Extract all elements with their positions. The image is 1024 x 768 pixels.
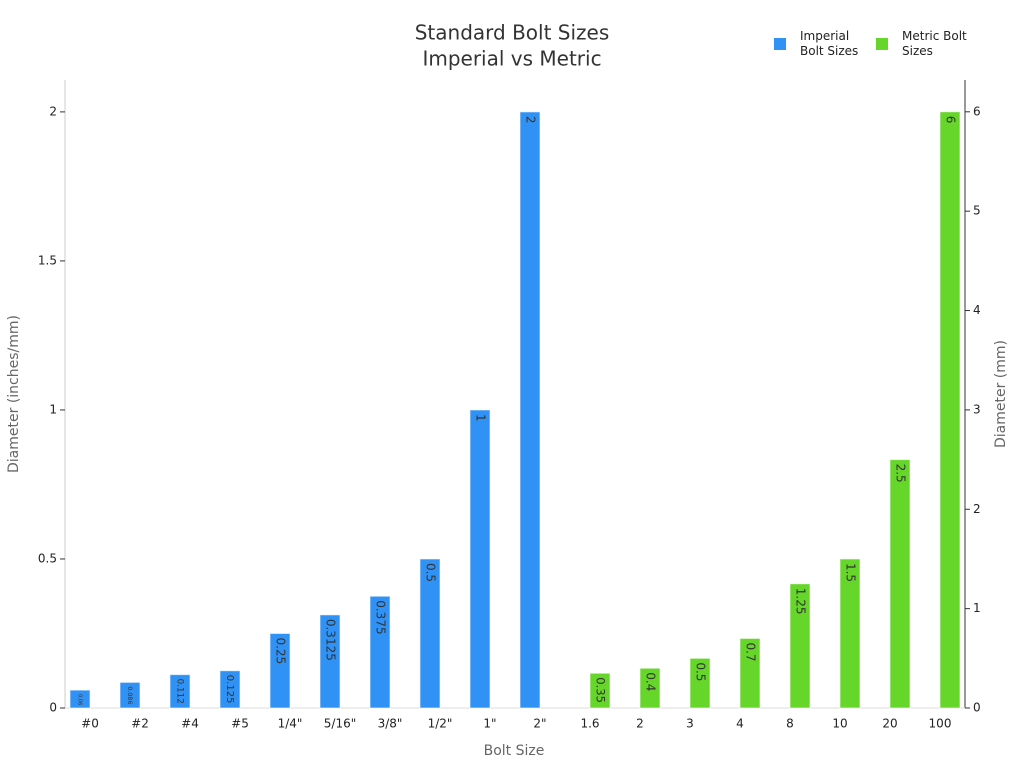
bar (789, 583, 811, 709)
chart-title: Standard Bolt Sizes (415, 21, 610, 45)
x-tick-label: 8 (786, 717, 794, 731)
value-label: 0.125 (224, 675, 235, 704)
bar (739, 637, 761, 709)
value-label: 1.5 (844, 563, 858, 582)
value-label: 0.4 (644, 672, 658, 691)
value-label: 0.25 (274, 637, 288, 664)
bar (469, 409, 491, 709)
bar (69, 689, 91, 709)
bar (589, 672, 611, 709)
bar (889, 459, 911, 709)
y2-tick-label: 4 (973, 303, 981, 317)
bar (319, 614, 341, 709)
x-tick-label: #0 (81, 717, 99, 731)
x-tick-label: 3 (686, 717, 694, 731)
y2-tick-label: 1 (973, 601, 981, 615)
x-tick-label: 2" (533, 717, 546, 731)
value-label: 0.3125 (324, 619, 338, 661)
y-axis-title: Diameter (inches/mm) (6, 315, 22, 473)
bar (119, 681, 141, 709)
legend-swatch (774, 38, 786, 50)
value-label: 0.086 (126, 686, 133, 704)
y2-axis-title: Diameter (mm) (993, 340, 1009, 448)
y-tick-label: 2 (49, 104, 57, 118)
x-tick-label: 1.6 (580, 717, 599, 731)
value-label: 0.7 (744, 642, 758, 661)
bar (839, 558, 861, 709)
x-tick-label: 5/16" (324, 717, 356, 731)
x-tick-label: #5 (231, 717, 249, 731)
y2-tick-label: 0 (973, 701, 981, 715)
value-label: 0.06 (77, 694, 83, 705)
x-tick-label: 1/2" (428, 717, 453, 731)
y-tick-label: 1.5 (38, 253, 57, 267)
bar (269, 632, 291, 709)
value-label: 1 (474, 414, 488, 422)
bar (639, 667, 661, 709)
legend-label: Metric Bolt Sizes (902, 29, 967, 58)
x-axis-title: Bolt Size (484, 743, 545, 759)
x-tick-label: #4 (181, 717, 199, 731)
x-tick-label: 1/4" (278, 717, 303, 731)
value-label: 0.375 (374, 600, 388, 634)
value-label: 6 (944, 116, 958, 124)
y-tick-label: 1 (49, 402, 57, 416)
x-tick-label: #2 (131, 717, 149, 731)
x-tick-label: 4 (736, 717, 744, 731)
y-tick-label: 0 (49, 701, 57, 715)
value-label: 0.35 (594, 677, 608, 703)
bar (169, 674, 191, 709)
value-label: 0.112 (175, 679, 185, 704)
bar (369, 595, 391, 709)
x-tick-label: 100 (929, 717, 952, 731)
y2-tick-label: 3 (973, 402, 981, 416)
value-label: 1.25 (794, 588, 808, 615)
y2-tick-label: 2 (973, 502, 981, 516)
value-label: 2 (524, 116, 538, 124)
y2-tick-label: 5 (973, 204, 981, 218)
chart-subtitle: Imperial vs Metric (422, 47, 601, 71)
bar (219, 670, 241, 709)
value-label: 2.5 (894, 464, 908, 483)
x-tick-label: 20 (882, 717, 897, 731)
legend-swatch (876, 38, 888, 50)
bar (939, 111, 961, 709)
y2-tick-label: 6 (973, 104, 981, 118)
legend-label: Imperial Bolt Sizes (800, 29, 859, 58)
x-tick-label: 10 (832, 717, 847, 731)
x-tick-label: 3/8" (378, 717, 403, 731)
bar (419, 558, 441, 709)
x-tick-label: 2 (636, 717, 644, 731)
x-tick-label: 1" (483, 717, 496, 731)
value-label: 0.5 (694, 662, 708, 681)
bar (689, 657, 711, 709)
value-label: 0.5 (424, 563, 438, 582)
y-tick-label: 0.5 (38, 551, 57, 565)
bar (519, 111, 541, 709)
